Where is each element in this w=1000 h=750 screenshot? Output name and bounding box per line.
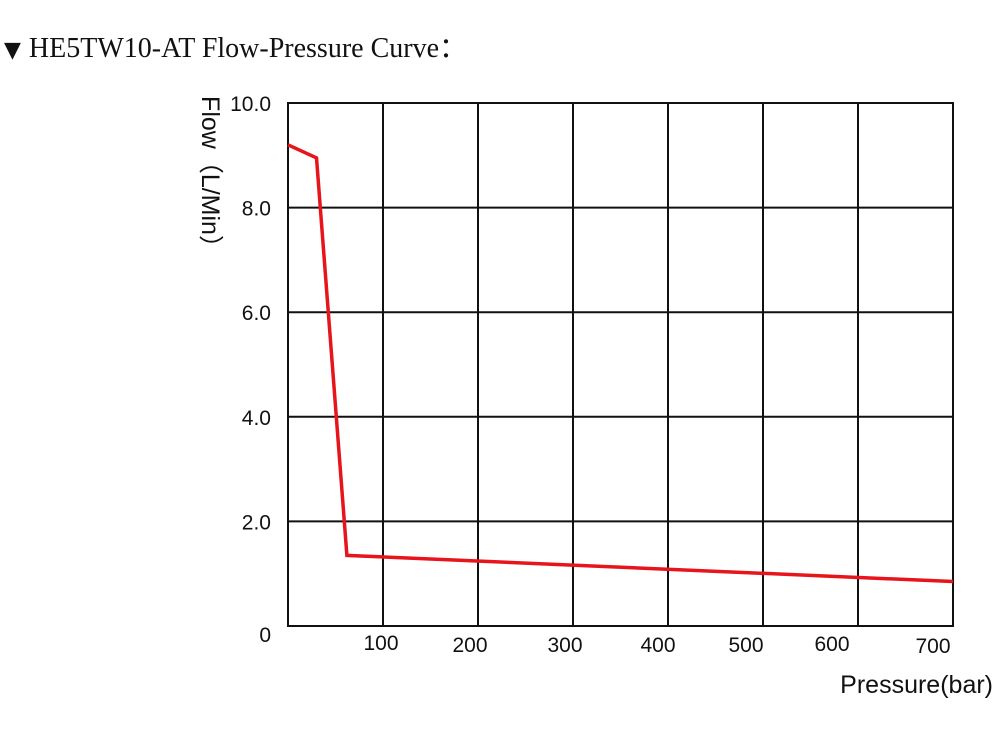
- x-axis-label: Pressure(bar): [840, 671, 993, 699]
- y-axis-label: Flow（L/Min）: [196, 96, 224, 260]
- grid: [287, 102, 954, 627]
- x-tick-label: 500: [728, 634, 763, 657]
- y-tick-label: 0: [259, 624, 271, 647]
- y-tick-label: 10.0: [230, 93, 271, 116]
- series-layer: [287, 143, 954, 584]
- y-tick-label: 4.0: [242, 407, 271, 430]
- x-tick-label: 600: [814, 633, 849, 656]
- y-tick-label: 6.0: [242, 302, 271, 325]
- x-tick-label: 700: [915, 635, 950, 658]
- x-tick-label: 300: [547, 634, 582, 657]
- chart-title-text: HE5TW10-AT Flow-Pressure Curve：: [28, 33, 468, 64]
- chart-title: ▼ HE5TW10-AT Flow-Pressure Curve：: [4, 26, 467, 66]
- y-tick-label: 2.0: [242, 511, 271, 534]
- x-tick-label: 200: [452, 634, 487, 657]
- plot-frame: [287, 102, 954, 627]
- x-tick-label: 100: [363, 632, 398, 655]
- x-tick-labels: 100 200 300 400 500 600 700: [363, 632, 950, 658]
- flow-curve: [287, 143, 954, 584]
- triangle-marker-icon: ▼: [4, 38, 21, 63]
- y-tick-label: 8.0: [242, 198, 271, 221]
- y-tick-labels: 0 2.0 4.0 6.0 8.0 10.0: [230, 93, 271, 647]
- x-tick-label: 400: [640, 634, 675, 657]
